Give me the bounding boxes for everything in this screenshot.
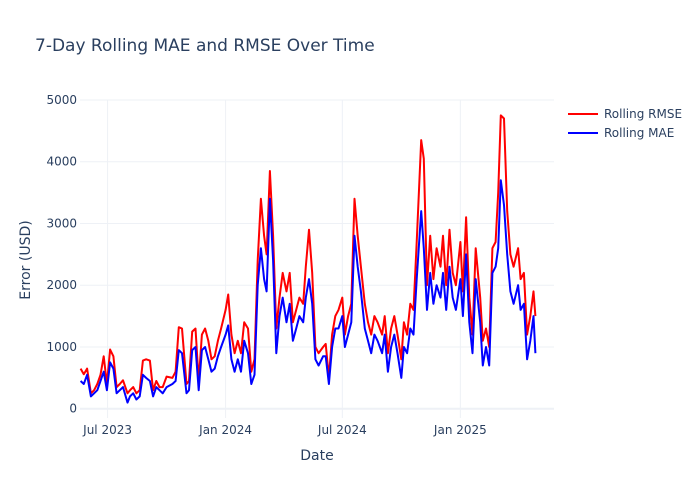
x-tick-label: Jul 2024 xyxy=(317,423,367,437)
x-tick-label: Jan 2025 xyxy=(433,423,487,437)
x-gridlines xyxy=(107,100,461,418)
series-line-rolling-mae xyxy=(79,179,537,404)
chart-title: 7-Day Rolling MAE and RMSE Over Time xyxy=(35,36,375,56)
legend-item[interactable]: Rolling MAE xyxy=(568,126,674,140)
y-tick-label: 3000 xyxy=(46,216,77,230)
x-axis-title: Date xyxy=(300,448,333,464)
x-axis-ticks: Jul 2023 Jan 2024 Jul 2024 Jan 2025 xyxy=(82,423,487,437)
y-axis-ticks: 0 1000 2000 3000 4000 5000 xyxy=(46,93,77,416)
y-axis-title: Error (USD) xyxy=(18,220,34,299)
plot-area xyxy=(79,114,537,404)
legend-item[interactable]: Rolling RMSE xyxy=(568,107,682,121)
y-gridlines xyxy=(80,99,554,410)
x-tick-label: Jan 2024 xyxy=(198,423,252,437)
y-tick-label: 5000 xyxy=(46,93,77,107)
y-tick-label: 2000 xyxy=(46,278,77,292)
x-tick-label: Jul 2023 xyxy=(82,423,132,437)
y-tick-label: 1000 xyxy=(46,340,77,354)
legend-label: Rolling RMSE xyxy=(604,107,682,121)
y-tick-label: 0 xyxy=(69,402,77,416)
legend[interactable]: Rolling RMSE Rolling MAE xyxy=(568,107,682,140)
legend-label: Rolling MAE xyxy=(604,126,674,140)
series-line-rolling-rmse xyxy=(79,114,537,395)
y-tick-label: 4000 xyxy=(46,155,77,169)
